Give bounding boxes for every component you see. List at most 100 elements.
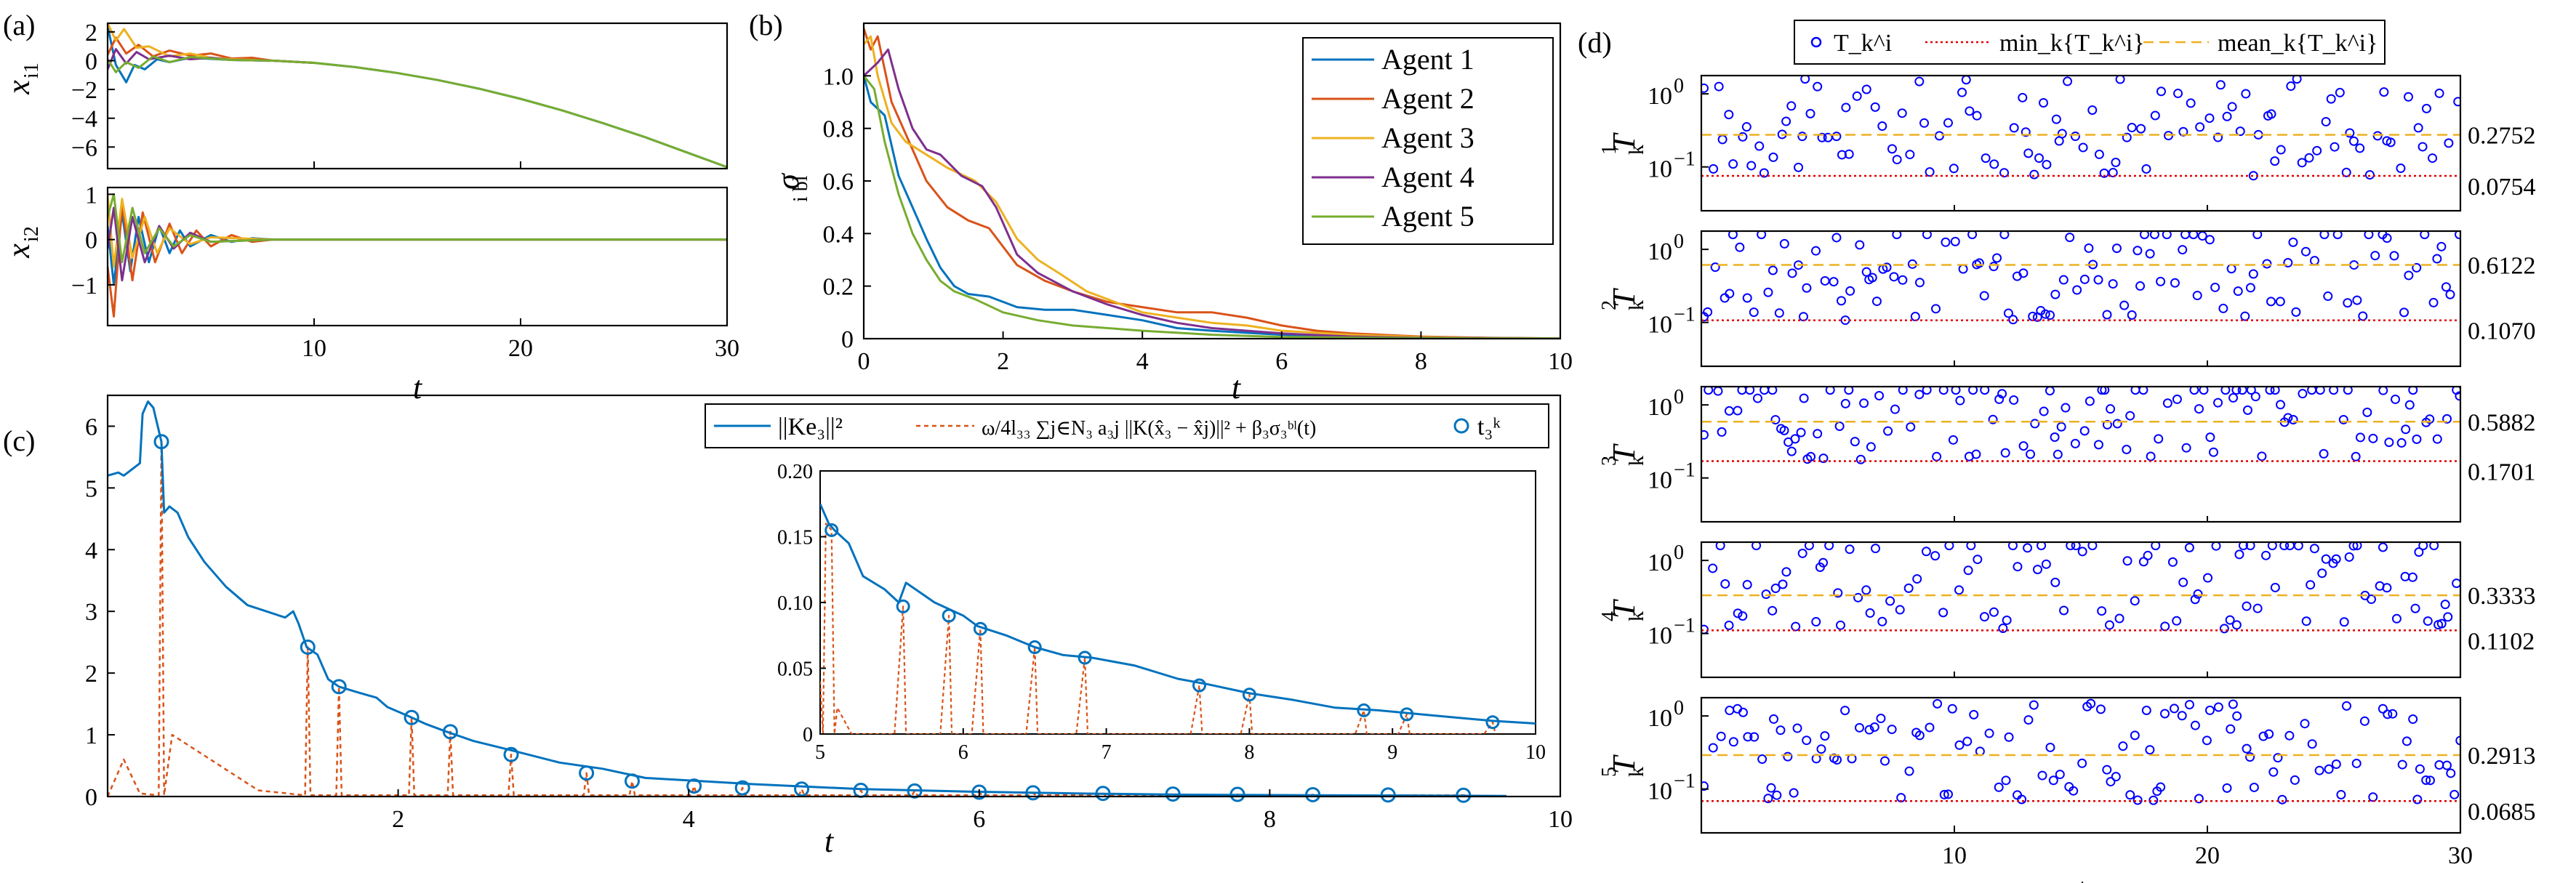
T-marker: [2211, 542, 2221, 551]
inset-ytick-label: 0.10: [777, 592, 813, 615]
T-marker: [2298, 389, 2308, 399]
ylabel-a-bottom: x: [1, 243, 36, 259]
T-marker: [2250, 392, 2260, 402]
legend-entry: Agent 1: [1381, 43, 1474, 76]
ytick-label: 10: [1648, 156, 1672, 183]
T-marker: [1775, 725, 1786, 735]
inset-ytick-label: 0.15: [777, 527, 813, 549]
T-marker: [2127, 310, 2137, 320]
T-marker: [1796, 427, 1806, 438]
T-marker: [2045, 742, 2055, 752]
T-marker: [1720, 578, 1730, 589]
ytick-label: 1.0: [823, 63, 854, 90]
inset-frame: [819, 470, 1536, 735]
T-marker: [2421, 103, 2431, 113]
T-marker: [1912, 574, 1922, 584]
T-marker: [2115, 76, 2125, 84]
legend-entry: mean_k{T_k^i}: [2218, 30, 2378, 57]
T-marker: [2261, 550, 2271, 560]
panel-label-b: (b): [749, 9, 783, 41]
T-marker: [2312, 145, 2322, 156]
T-marker: [2220, 387, 2231, 395]
a-bottom-frame: [106, 186, 729, 327]
inset-event-marker: [1400, 707, 1414, 722]
T-marker: [2135, 281, 2146, 291]
T-marker: [1804, 542, 1814, 551]
ylabel-d: T: [1606, 443, 1642, 463]
T-marker: [2449, 789, 2460, 799]
T-marker: [2102, 419, 2112, 430]
T-marker: [1955, 395, 1965, 406]
T-marker: [1938, 387, 1949, 395]
T-marker: [2127, 123, 2137, 133]
T-marker: [2156, 782, 2166, 792]
T-marker: [1866, 442, 1876, 452]
xtick-label: 8: [1264, 806, 1276, 833]
series-line-agent-2: [108, 36, 315, 64]
T-marker: [2018, 268, 2029, 278]
T-marker: [2441, 760, 2452, 770]
T-marker: [1768, 387, 1778, 395]
T-marker: [2226, 724, 2236, 734]
T-marker: [2288, 414, 2298, 424]
T-marker: [2004, 732, 2014, 742]
ytick-label: 0: [85, 227, 97, 254]
inset-lines: [820, 503, 1536, 734]
ytick-label: 6: [85, 414, 97, 440]
T-marker: [2382, 583, 2392, 593]
T-marker: [2009, 123, 2019, 133]
d-subplot-points: [1701, 231, 2460, 326]
T-marker: [2434, 88, 2444, 98]
series-line-agent-4: [864, 48, 1560, 339]
T-marker: [2378, 387, 2388, 395]
T-marker: [2193, 589, 2203, 599]
T-marker: [2252, 603, 2263, 613]
T-marker: [2368, 433, 2378, 443]
ytick-label: −6: [71, 134, 97, 161]
T-marker: [1742, 293, 1752, 303]
T-marker: [1934, 131, 1944, 141]
T-marker: [2370, 251, 2380, 261]
T-marker: [2425, 775, 2435, 786]
T-marker: [1845, 544, 1855, 555]
T-marker: [1757, 754, 1768, 765]
inset-ytick-label: 0.05: [777, 658, 813, 681]
T-marker: [1892, 231, 1902, 240]
ytick-label: 4: [85, 537, 97, 564]
c-frame: [106, 394, 1562, 798]
T-marker: [2018, 441, 2029, 451]
event-marker: [503, 746, 519, 762]
T-marker: [2436, 618, 2447, 629]
T-marker: [2213, 702, 2223, 712]
T-marker: [2248, 269, 2258, 279]
T-marker: [2029, 700, 2039, 710]
T-marker: [1738, 132, 1748, 142]
series-line-agent-5: [108, 193, 727, 264]
T-marker: [1717, 134, 1728, 145]
d-subplot-frame: [1700, 696, 2462, 834]
T-marker: [2204, 235, 2215, 245]
T-marker: [2412, 262, 2422, 273]
T-marker: [2160, 709, 2170, 719]
T-marker: [1701, 781, 1709, 791]
T-marker: [2339, 617, 2349, 627]
T-marker: [2208, 447, 2218, 457]
T-marker: [2190, 720, 2200, 730]
series-line-agent-1: [108, 211, 727, 286]
xtick-label: 8: [1415, 348, 1427, 375]
T-marker: [1914, 390, 1925, 400]
T-marker: [1855, 454, 1866, 464]
T-marker: [1824, 542, 1834, 551]
d-subplot-frame: [1700, 74, 2462, 212]
xtick-label: 2: [997, 348, 1009, 375]
legend-entry: t₃ᵏ: [1477, 414, 1501, 440]
T-marker: [1806, 451, 1816, 461]
T-marker: [1989, 607, 1999, 617]
T-marker: [2355, 432, 2365, 443]
T-marker: [2143, 550, 2153, 560]
T-marker: [1954, 585, 1964, 595]
T-marker: [2188, 231, 2199, 240]
T-marker: [2401, 424, 2411, 435]
T-marker: [2348, 136, 2359, 146]
T-marker: [2378, 703, 2388, 714]
